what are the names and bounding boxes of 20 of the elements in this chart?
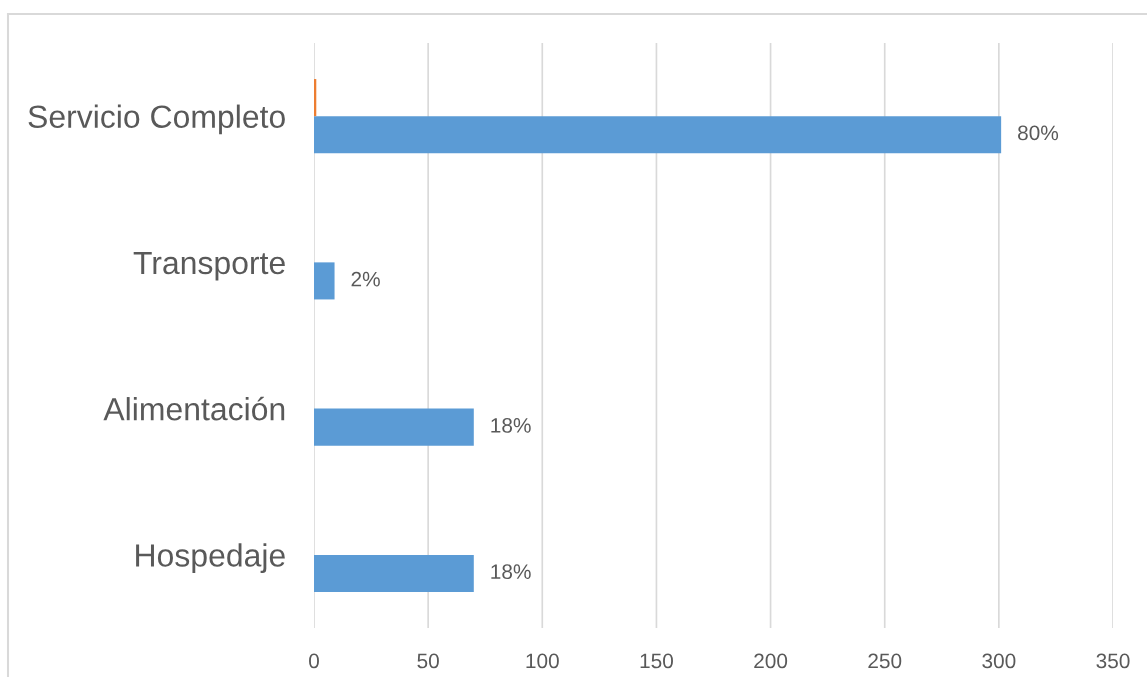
bar — [314, 554, 474, 592]
x-tick-label: 150 — [640, 653, 673, 669]
x-tick-label: 200 — [754, 653, 788, 669]
y-tick-label: Transporte — [133, 251, 285, 281]
y-tick-label: Alimentación — [103, 396, 285, 421]
annotation: 80% — [1018, 125, 1059, 141]
x-tick-label: 50 — [417, 653, 439, 669]
annotation: 18% — [491, 418, 531, 433]
x-tick-label: 300 — [982, 653, 1016, 669]
annotation: 2% — [351, 271, 380, 287]
x-tick-label: 250 — [868, 653, 902, 669]
bar — [314, 408, 474, 446]
x-tick-label: 100 — [526, 653, 559, 669]
y-tick-label: Servicio Completo — [28, 104, 285, 135]
x-tick-label: 350 — [1096, 653, 1130, 669]
y-tick-label: Hospedaje — [136, 543, 285, 574]
x-tick-label: 0 — [309, 653, 319, 669]
annotation: 18% — [491, 564, 531, 579]
bar — [314, 262, 335, 300]
bar — [314, 116, 1002, 154]
